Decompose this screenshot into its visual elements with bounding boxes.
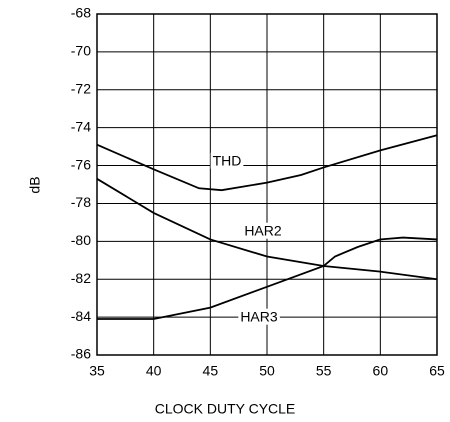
y-tick-label: -76 [71, 156, 91, 172]
x-tick-label: 45 [203, 363, 219, 379]
y-tick-label: -74 [71, 118, 91, 134]
x-axis-label: CLOCK DUTY CYCLE [155, 401, 296, 417]
series-label: HAR3 [240, 309, 278, 325]
series-line [97, 236, 438, 320]
x-tick-label: 40 [146, 363, 162, 379]
y-tick-label: -86 [71, 346, 91, 362]
y-tick-label: -84 [71, 308, 91, 324]
x-tick-label: 35 [89, 363, 105, 379]
series-line [96, 134, 438, 192]
x-tick-label: 60 [373, 363, 389, 379]
y-tick-label: -80 [71, 232, 91, 248]
label-background [242, 222, 284, 239]
y-tick-label: -78 [71, 194, 91, 210]
plot-frame [96, 13, 438, 356]
series-line [96, 178, 438, 281]
y-tick-label: -70 [71, 43, 91, 59]
y-tick-label: -82 [71, 270, 91, 286]
x-tick-label: 50 [259, 363, 275, 379]
series-label: HAR2 [244, 223, 282, 239]
label-background [210, 152, 244, 169]
y-axis-label: dB [27, 176, 43, 193]
y-tick-label: -72 [71, 80, 91, 96]
series-label: THD [213, 153, 242, 169]
x-tick-label: 55 [316, 363, 332, 379]
y-tick-label: -68 [71, 5, 91, 21]
label-background [238, 308, 280, 325]
x-tick-label: 65 [429, 363, 445, 379]
